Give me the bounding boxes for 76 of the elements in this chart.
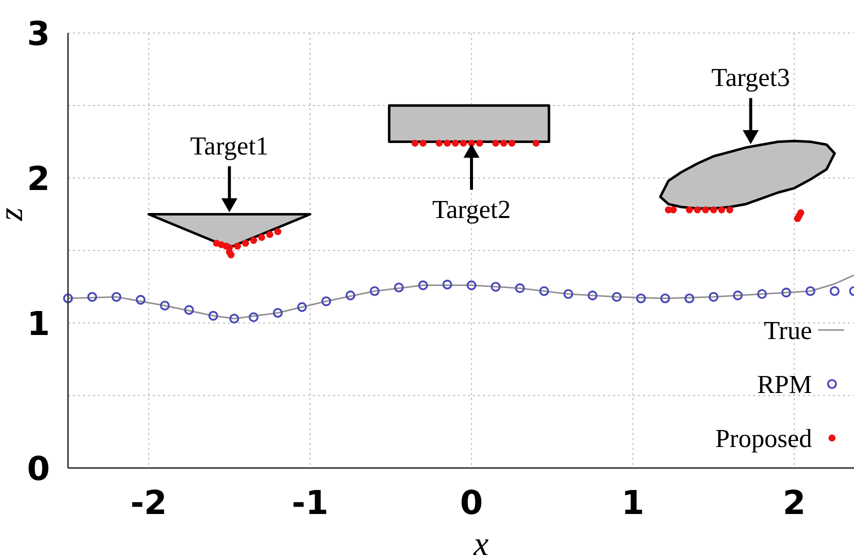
point xyxy=(686,206,693,214)
point xyxy=(781,288,792,298)
x-tick-label: -1 xyxy=(292,483,328,522)
x-tick-label: 1 xyxy=(621,483,644,522)
annotation: Target3 xyxy=(711,63,790,92)
point xyxy=(670,206,677,214)
annotation: Target1 xyxy=(190,131,269,160)
point xyxy=(702,206,710,214)
legend-label: RPM xyxy=(757,370,812,400)
point xyxy=(694,206,701,214)
point xyxy=(160,300,170,310)
point xyxy=(442,280,452,290)
point xyxy=(346,290,356,300)
point xyxy=(274,228,282,236)
point xyxy=(234,242,241,250)
point xyxy=(394,282,404,292)
point xyxy=(321,296,332,306)
point xyxy=(797,209,804,216)
point xyxy=(757,289,767,299)
point xyxy=(87,292,98,302)
point xyxy=(612,292,622,302)
y-tick-label: 1 xyxy=(27,304,50,343)
point xyxy=(208,310,218,321)
point xyxy=(532,140,540,147)
point xyxy=(460,140,467,147)
point xyxy=(500,140,508,147)
y-tick-label: 2 xyxy=(27,158,50,198)
point xyxy=(490,282,501,292)
point xyxy=(228,251,235,258)
point xyxy=(732,290,743,300)
point xyxy=(508,140,516,147)
point xyxy=(588,290,598,300)
point xyxy=(452,140,459,147)
point xyxy=(418,280,428,290)
point xyxy=(726,206,734,214)
point xyxy=(466,280,476,290)
point xyxy=(563,289,574,299)
point xyxy=(250,236,258,244)
point xyxy=(806,286,816,296)
point xyxy=(370,286,380,296)
point xyxy=(412,140,418,147)
point xyxy=(636,293,646,304)
point xyxy=(229,314,240,324)
point xyxy=(718,206,726,214)
point xyxy=(136,294,146,305)
point xyxy=(710,206,718,214)
point xyxy=(63,293,73,304)
x-tick-label: 2 xyxy=(782,483,806,522)
x-axis-title: x xyxy=(472,526,489,557)
point xyxy=(248,312,259,322)
legend-label: Proposed xyxy=(715,424,812,454)
y-tick-label: 0 xyxy=(27,448,50,488)
point xyxy=(515,283,525,294)
point xyxy=(444,140,451,147)
x-tick-label: 0 xyxy=(460,483,483,522)
point xyxy=(660,293,670,304)
point xyxy=(708,292,718,302)
point xyxy=(266,231,274,238)
point xyxy=(420,140,427,147)
point xyxy=(297,302,307,312)
point xyxy=(539,286,550,296)
point xyxy=(272,308,283,318)
point xyxy=(258,234,266,241)
point xyxy=(112,292,122,302)
point xyxy=(492,140,500,147)
point xyxy=(684,293,694,304)
point xyxy=(476,140,484,147)
y-tick-label: 3 xyxy=(27,14,50,53)
point xyxy=(830,286,840,296)
point xyxy=(184,305,194,315)
point xyxy=(436,140,443,147)
y-axis-title: z xyxy=(0,208,30,222)
x-tick-label: -2 xyxy=(130,483,168,522)
legend-label: True xyxy=(764,316,812,346)
point xyxy=(242,240,250,247)
annotation: Target2 xyxy=(432,194,511,224)
